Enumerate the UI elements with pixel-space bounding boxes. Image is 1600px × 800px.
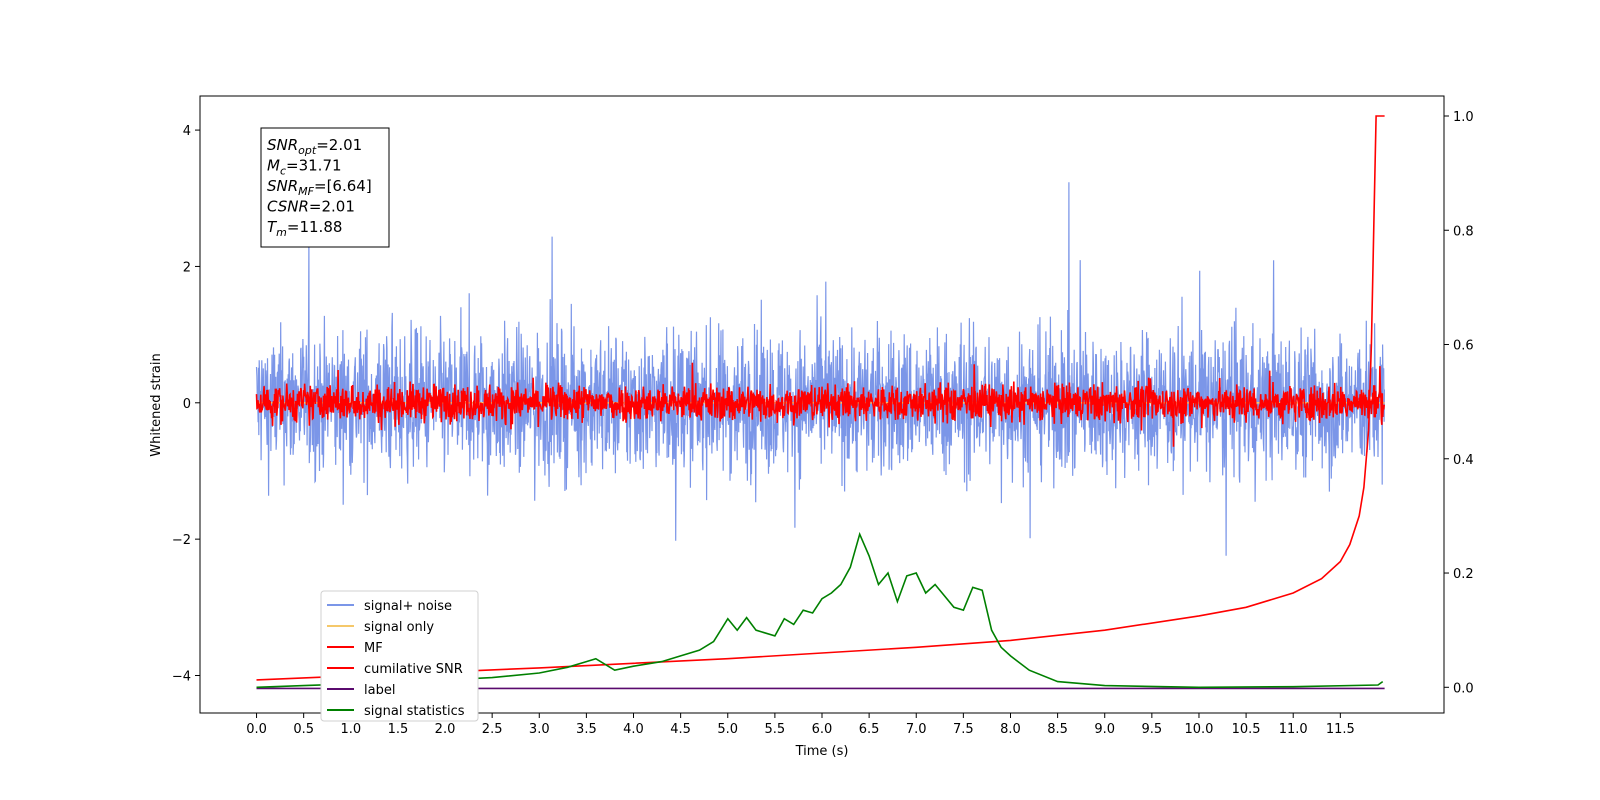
x-tick-label: 3.5 xyxy=(576,722,597,737)
x-tick-label: 7.5 xyxy=(953,722,974,737)
info-value: =2.01 xyxy=(309,198,355,216)
y-tick-label: −4 xyxy=(172,670,191,685)
x-tick-label: 3.0 xyxy=(529,722,550,737)
info-symbol: T xyxy=(267,218,278,236)
info-line: Tm=11.88 xyxy=(267,218,342,239)
x-tick-label: 7.0 xyxy=(906,722,927,737)
x-tick-label: 10.0 xyxy=(1184,722,1213,737)
x-tick-label: 1.0 xyxy=(340,722,361,737)
info-box: SNRopt=2.01Mc=31.71SNRMF=[6.64]CSNR=2.01… xyxy=(260,127,390,248)
y2-tick-label: 0.8 xyxy=(1453,224,1474,239)
y2-tick-label: 0.0 xyxy=(1453,681,1474,696)
info-line: Mc=31.71 xyxy=(267,157,342,178)
y2-tick-label: 1.0 xyxy=(1453,110,1474,125)
x-tick-label: 0.5 xyxy=(293,722,314,737)
x-tick-label: 11.5 xyxy=(1326,722,1355,737)
info-value: =2.01 xyxy=(316,136,362,154)
x-tick-label: 0.0 xyxy=(246,722,267,737)
x-tick-label: 9.0 xyxy=(1094,722,1115,737)
x-axis-label: Time (s) xyxy=(795,744,849,759)
info-box-frame xyxy=(260,127,390,248)
series-line-signal-statistics xyxy=(256,531,1384,689)
info-symbol: SNR xyxy=(267,136,298,154)
x-tick-label: 11.0 xyxy=(1279,722,1308,737)
y2-tick-label: 0.2 xyxy=(1453,567,1474,582)
axes-layer: 0.0 0.5 1.0 1.5 2.0 2.5 3.0 3.5 4.0 4.5 5.0 5.5 6.0 6… xyxy=(172,110,1474,737)
info-symbol: M xyxy=(267,157,280,175)
series-line-signal-noise xyxy=(255,182,1385,556)
x-tick-label: 2.5 xyxy=(482,722,503,737)
x-tick-label: 4.0 xyxy=(623,722,644,737)
x-tick-label: 5.5 xyxy=(765,722,786,737)
x-tick-label: 1.5 xyxy=(388,722,409,737)
legend-label-mf: MF xyxy=(364,641,383,656)
y2-tick-label: 0.6 xyxy=(1453,339,1474,354)
y-tick-label: 0 xyxy=(183,397,191,412)
info-value: =31.71 xyxy=(286,157,342,175)
x-tick-label: 8.0 xyxy=(1000,722,1021,737)
info-value: =11.88 xyxy=(287,218,343,236)
info-subscript: m xyxy=(276,226,287,239)
legend-label-signal-noise: signal+ noise xyxy=(364,599,452,614)
x-tick-label: 2.0 xyxy=(435,722,456,737)
legend-label-signal-statistics: signal statistics xyxy=(364,704,465,719)
legend-label-cumilative-snr: cumilative SNR xyxy=(364,662,463,677)
info-line: CSNR=2.01 xyxy=(267,198,355,216)
info-subscript: c xyxy=(280,165,286,178)
y-tick-label: 4 xyxy=(183,124,191,139)
info-line: SNRopt=2.01 xyxy=(267,136,362,157)
legend-frame xyxy=(320,590,479,722)
x-tick-label: 6.0 xyxy=(812,722,833,737)
info-value: =[6.64] xyxy=(314,177,372,195)
legend: signal+ noise signal only MF cumilative SNR… xyxy=(320,590,479,722)
x-tick-label: 4.5 xyxy=(670,722,691,737)
series-line-cumilative-snr xyxy=(256,115,1385,681)
legend-label-signal-only: signal only xyxy=(364,620,434,635)
legend-label-label: label xyxy=(364,683,395,698)
x-tick-label: 6.5 xyxy=(859,722,880,737)
info-line: SNRMF=[6.64] xyxy=(267,177,372,198)
y-tick-label: −2 xyxy=(172,533,191,548)
info-subscript: MF xyxy=(298,185,314,198)
x-tick-label: 8.5 xyxy=(1047,722,1068,737)
y-axis-label: Whitened strain xyxy=(149,353,164,456)
x-tick-label: 10.5 xyxy=(1232,722,1261,737)
info-symbol: CSNR xyxy=(267,198,309,216)
y-tick-label: 2 xyxy=(183,260,191,275)
series-line-mf xyxy=(255,362,1385,447)
x-tick-label: 9.5 xyxy=(1142,722,1163,737)
info-symbol: SNR xyxy=(267,177,298,195)
y2-tick-label: 0.4 xyxy=(1453,453,1474,468)
info-subscript: opt xyxy=(298,144,317,157)
x-tick-label: 5.0 xyxy=(717,722,738,737)
